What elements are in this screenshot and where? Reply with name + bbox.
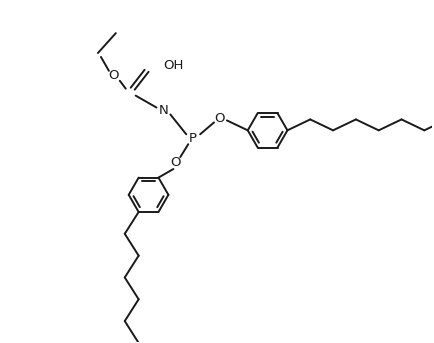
- Text: N: N: [158, 104, 168, 117]
- Text: P: P: [189, 132, 197, 145]
- Text: O: O: [215, 112, 225, 125]
- Text: O: O: [170, 156, 181, 168]
- Text: OH: OH: [164, 59, 184, 72]
- Text: O: O: [108, 69, 119, 82]
